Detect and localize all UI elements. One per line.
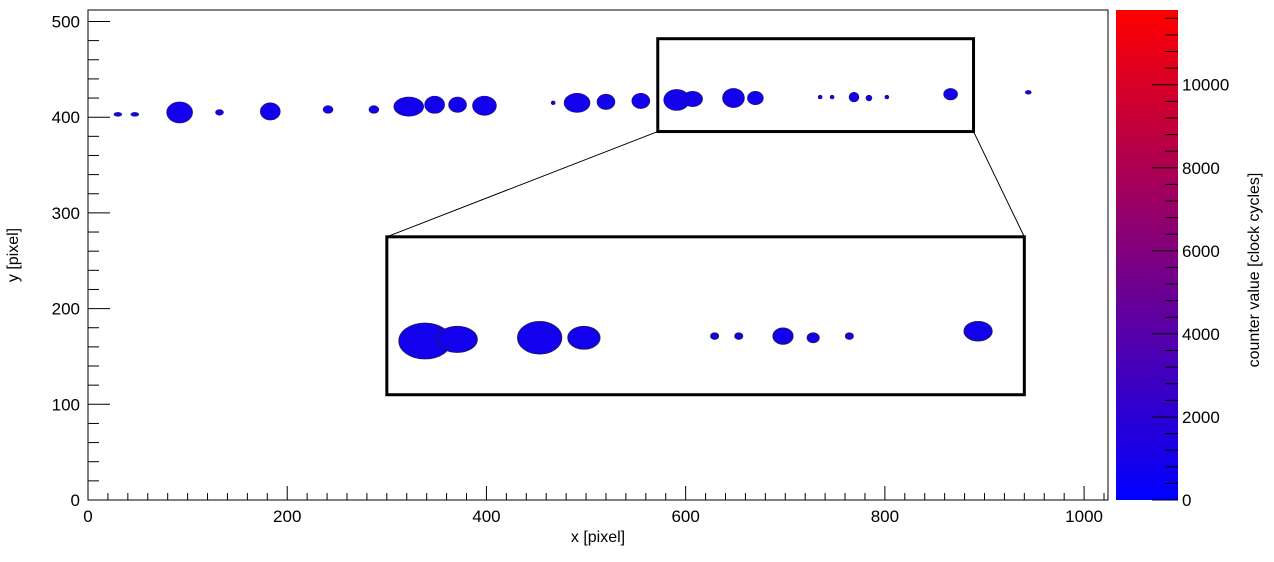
y-tick-label: 200 bbox=[52, 300, 80, 319]
cluster-blob bbox=[472, 95, 497, 116]
y-axis-title: y [pixel] bbox=[5, 228, 22, 282]
cluster-blob bbox=[393, 96, 424, 117]
y-tick-label: 300 bbox=[52, 204, 80, 223]
zoom-cluster-blob bbox=[844, 332, 854, 340]
zoom-connector-left bbox=[386, 131, 658, 238]
y-tick-label: 0 bbox=[71, 491, 80, 510]
zoom-cluster-blob bbox=[567, 325, 601, 350]
cluster-blob bbox=[722, 88, 745, 108]
cluster-blob bbox=[817, 94, 823, 100]
cluster-blob bbox=[747, 91, 764, 106]
colorbar-tick-label: 2000 bbox=[1182, 408, 1220, 427]
zoom-inset-box bbox=[385, 235, 1026, 397]
colorbar-tick-label: 10000 bbox=[1182, 76, 1229, 95]
cluster-blob bbox=[631, 92, 651, 109]
x-tick-label: 800 bbox=[871, 507, 899, 526]
cluster-blob bbox=[596, 93, 616, 110]
zoom-cluster-blob bbox=[710, 332, 720, 340]
colorbar-tick-label: 8000 bbox=[1182, 159, 1220, 178]
cluster-blob bbox=[865, 94, 873, 102]
zoom-cluster-blob bbox=[517, 320, 563, 355]
colorbar-title: counter value [clock cycles] bbox=[1246, 173, 1263, 368]
zoom-cluster-blob bbox=[963, 320, 993, 342]
cluster-blob bbox=[884, 94, 890, 100]
cluster-blob bbox=[550, 100, 556, 106]
zoom-cluster-blob bbox=[806, 332, 820, 344]
colorbar-tick-label: 4000 bbox=[1182, 325, 1220, 344]
cluster-blob bbox=[166, 101, 193, 124]
cluster-blob bbox=[1025, 90, 1032, 95]
y-tick-label: 400 bbox=[52, 108, 80, 127]
x-axis-title: x [pixel] bbox=[571, 529, 625, 546]
cluster-blob bbox=[943, 88, 958, 101]
colorbar-axis: 0 2000 4000 6000 8000 10000 bbox=[1152, 17, 1229, 510]
cluster-blob bbox=[563, 92, 591, 113]
zoom-connector-right bbox=[973, 131, 1025, 238]
axes-layer: 0 200 400 600 800 1000 0 100 200 300 400 500 bbox=[52, 12, 1105, 526]
colorbar bbox=[1116, 10, 1178, 500]
x-tick-label: 1000 bbox=[1065, 507, 1103, 526]
cluster-blob bbox=[368, 105, 380, 114]
cluster-blob bbox=[130, 112, 140, 117]
cluster-blob bbox=[682, 91, 703, 107]
colorbar-tick-label: 0 bbox=[1182, 491, 1191, 510]
cluster-blob bbox=[424, 95, 445, 114]
x-tick-label: 200 bbox=[273, 507, 301, 526]
cluster-blob bbox=[215, 109, 224, 116]
cluster-blob bbox=[322, 105, 334, 114]
zoom-cluster-blob bbox=[772, 327, 794, 345]
cluster-blob bbox=[848, 92, 860, 103]
zoom-cluster-blob bbox=[436, 325, 478, 353]
cluster-blob bbox=[829, 94, 835, 100]
y-tick-label: 100 bbox=[52, 395, 80, 414]
cluster-blob bbox=[260, 102, 281, 121]
zoom-layer bbox=[385, 37, 1026, 397]
x-tick-label: 400 bbox=[472, 507, 500, 526]
clusters-layer bbox=[113, 88, 1032, 124]
cluster-blob bbox=[448, 96, 467, 113]
cluster-blob bbox=[113, 112, 123, 117]
zoom-region-box bbox=[656, 37, 976, 134]
x-tick-label: 0 bbox=[83, 507, 92, 526]
x-tick-label: 600 bbox=[671, 507, 699, 526]
zoom-cluster-blob bbox=[734, 332, 744, 340]
y-tick-label: 500 bbox=[52, 12, 80, 31]
colorbar-tick-label: 6000 bbox=[1182, 242, 1220, 261]
